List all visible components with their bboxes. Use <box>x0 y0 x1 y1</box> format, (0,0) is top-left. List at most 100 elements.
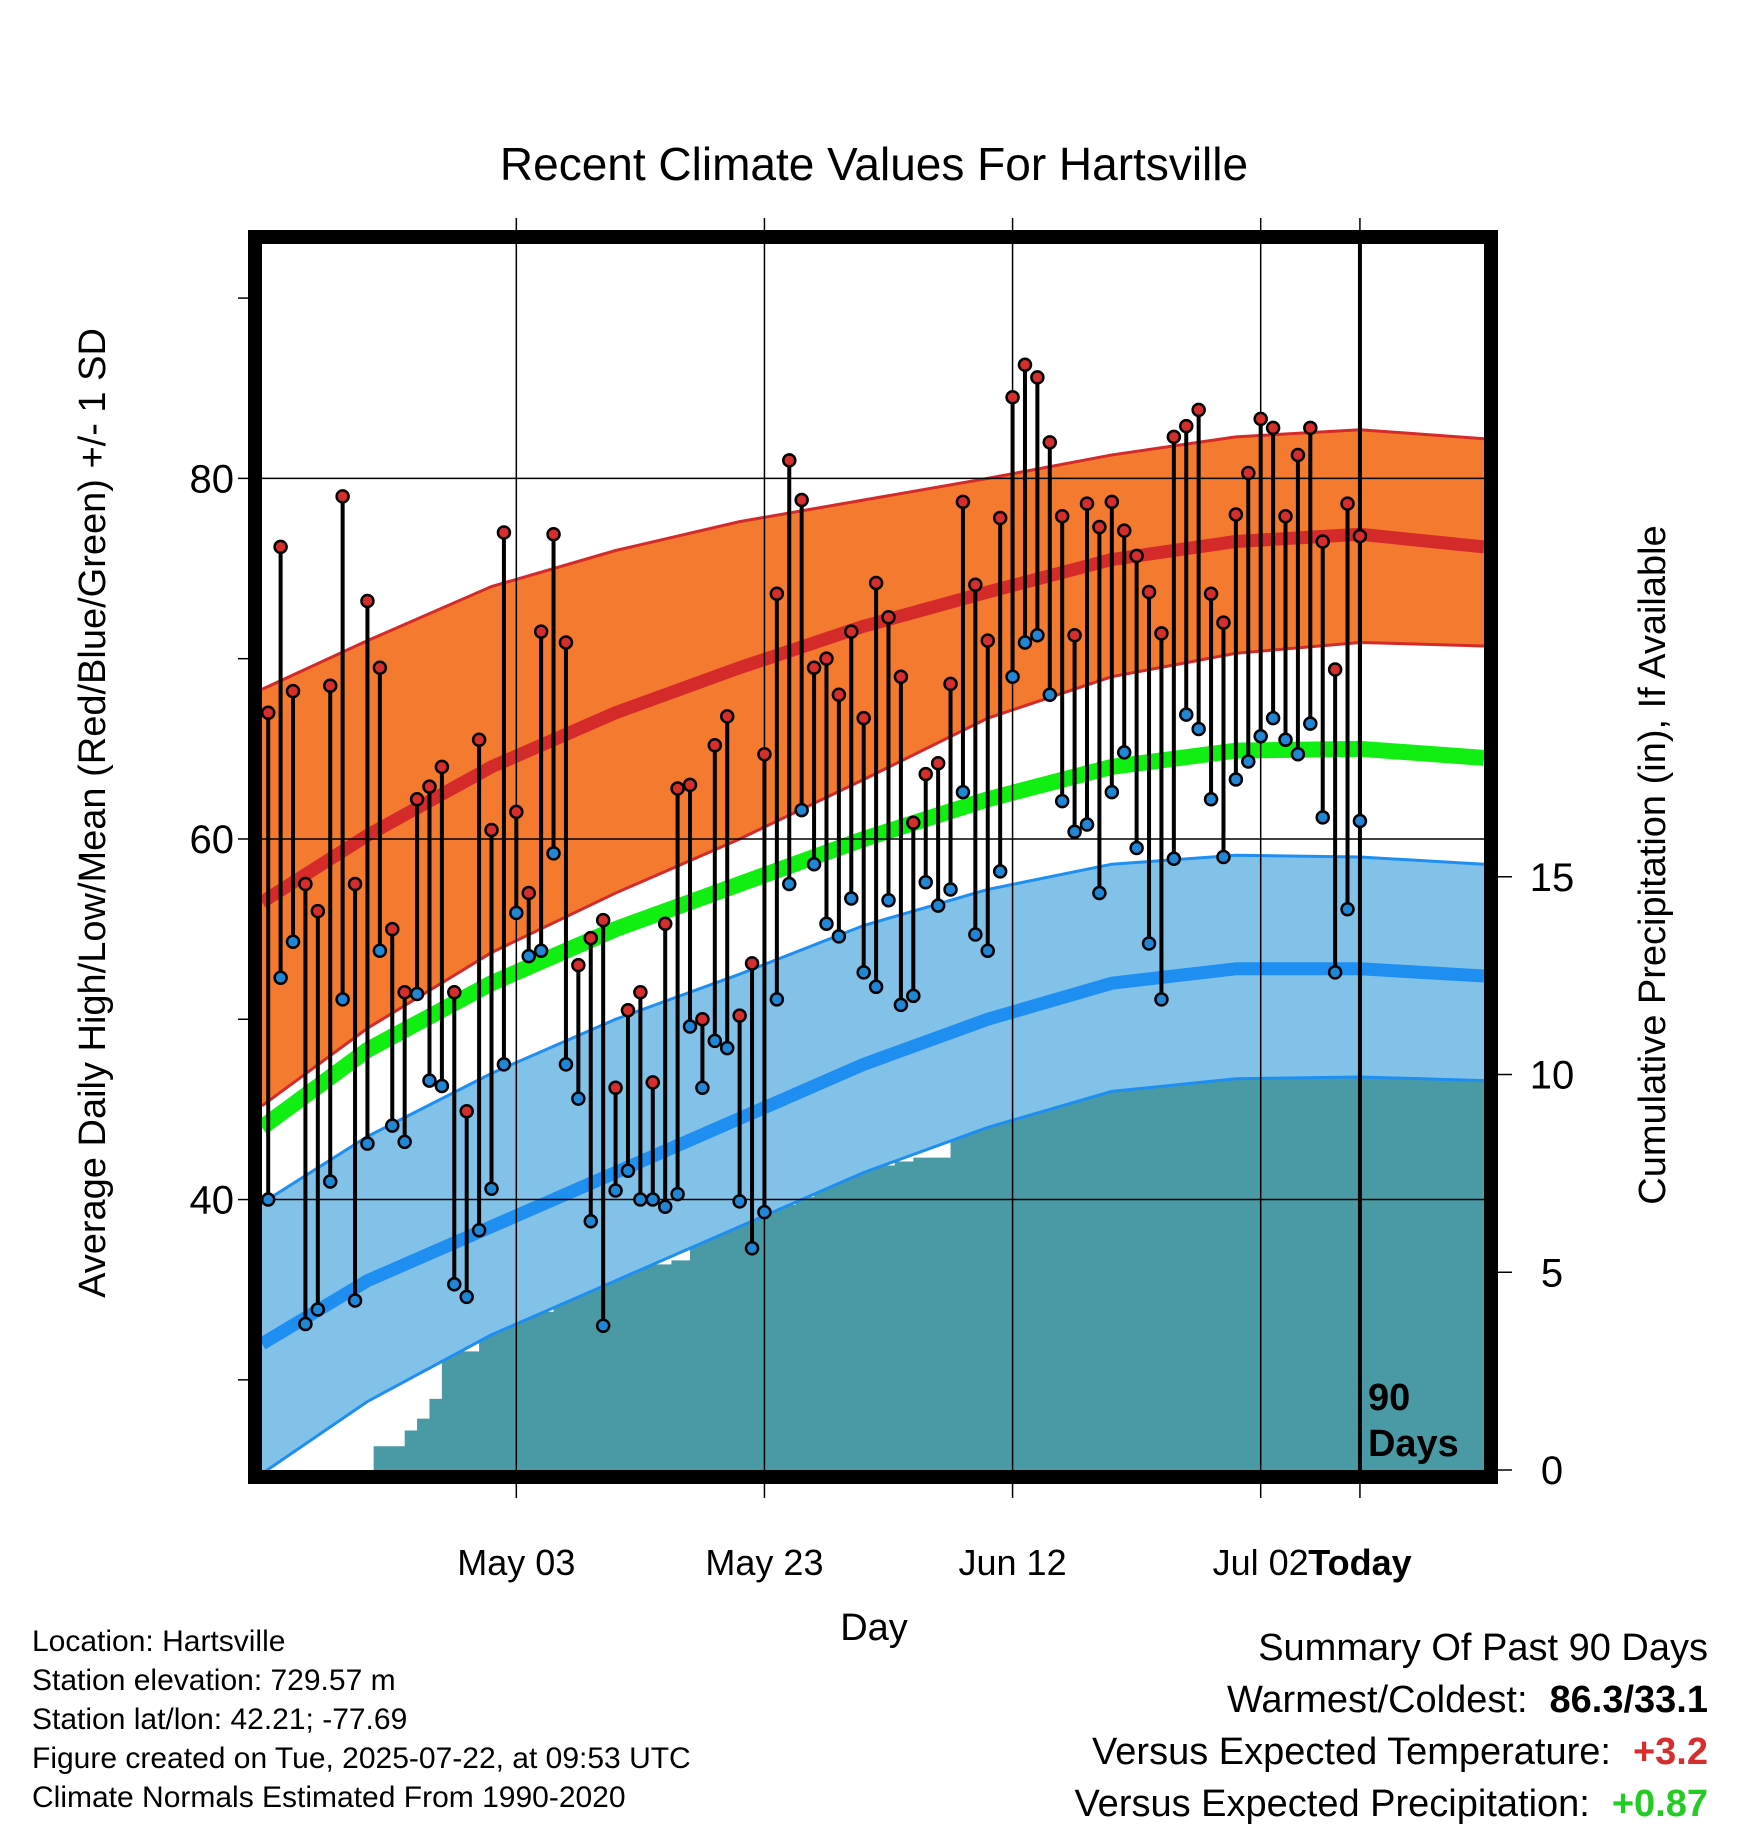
daily-high-point <box>719 709 735 724</box>
x-tick-label: Jun 12 <box>959 1542 1067 1583</box>
low-sd-band <box>262 855 1484 1470</box>
daily-low-point <box>583 1213 599 1229</box>
daily-high-point <box>893 669 909 684</box>
y2-axis-label: Cumulative Precipitation (in), If Availa… <box>1632 525 1674 1204</box>
daily-high-point <box>769 586 785 602</box>
normal-low-line <box>262 962 1484 1350</box>
x-axis-label: Day <box>840 1607 908 1649</box>
daily-low-point <box>906 988 921 1004</box>
daily-low-point <box>831 929 847 944</box>
y-tick-label: 60 <box>190 818 235 862</box>
daily-high-point <box>794 492 809 508</box>
daily-low-point <box>533 943 549 959</box>
axes: 40 60 80 0 5 10 15 May 03 May 23 Jun 12 Jul 02 Toda… <box>190 218 1575 1583</box>
daily-high-point <box>682 777 698 793</box>
y2-tick-label: 0 <box>1541 1449 1563 1493</box>
daily-high-point <box>1129 548 1144 564</box>
daily-low-point <box>459 1289 474 1305</box>
daily-low-point <box>509 905 524 921</box>
daily-low-point <box>633 1192 648 1207</box>
daily-low-point <box>471 1222 487 1238</box>
daily-high-point <box>856 710 871 726</box>
warmest-coldest-value: 86.3/33.1 <box>1549 1679 1708 1721</box>
daily-high-point <box>782 453 797 468</box>
daily-low-point <box>1154 992 1169 1007</box>
daily-high-point <box>335 489 350 504</box>
daily-low-point <box>310 1302 326 1317</box>
daily-low-point <box>608 1183 623 1198</box>
daily-low-point <box>943 882 958 897</box>
daily-high-point <box>583 930 599 946</box>
daily-low-point <box>447 1277 462 1292</box>
daily-high-point <box>968 577 983 593</box>
daily-high-point <box>980 633 996 648</box>
daily-low-point <box>1340 902 1355 917</box>
daily-high-point <box>1228 507 1244 522</box>
daily-low-point <box>1017 635 1033 650</box>
daily-low-point <box>360 1136 375 1151</box>
y2-tick-label: 10 <box>1530 1054 1575 1098</box>
today-days-label: Days <box>1368 1423 1459 1465</box>
daily-low-point <box>881 893 896 908</box>
daily-low-point <box>657 1199 673 1215</box>
daily-low-point <box>484 1181 499 1196</box>
daily-low-point <box>397 1134 412 1150</box>
daily-low-point <box>1290 746 1306 762</box>
daily-low-point <box>434 1078 450 1094</box>
y2-tick-label: 15 <box>1530 856 1575 900</box>
daily-high-point <box>1104 494 1120 510</box>
x-tick-label: Jul 02 <box>1213 1542 1309 1583</box>
daily-high-point <box>262 705 276 721</box>
daily-low-point <box>980 943 996 959</box>
daily-high-point <box>943 676 958 692</box>
daily-low-point <box>645 1192 661 1207</box>
y-axis-label: Average Daily High/Low/Mean (Red/Blue/Gr… <box>72 328 114 1298</box>
daily-low-point <box>385 1118 400 1133</box>
daily-low-point <box>893 997 909 1013</box>
daily-high-point <box>1092 519 1107 535</box>
warmest-coldest-label: Warmest/Coldest: <box>1226 1679 1528 1721</box>
daily-low-point <box>1141 936 1157 951</box>
daily-high-point <box>347 876 363 892</box>
daily-low-point <box>595 1318 611 1334</box>
precip-departure-row: Versus Expected Precipitation: +0.87 <box>1074 1778 1708 1830</box>
precip-departure-value: +0.87 <box>1611 1783 1708 1825</box>
daily-low-point <box>794 802 809 818</box>
daily-high-point <box>533 624 549 639</box>
daily-high-point <box>509 804 524 820</box>
daily-low-point <box>992 864 1008 879</box>
daily-high-point <box>1154 626 1169 641</box>
daily-high-point <box>868 575 884 591</box>
normals-text: Climate Normals Estimated From 1990-2020 <box>32 1781 626 1814</box>
location-text: Location: Hartsville <box>32 1625 286 1658</box>
daily-low-point <box>1030 627 1045 643</box>
daily-low-point <box>682 1019 698 1034</box>
daily-high-point <box>757 746 772 762</box>
daily-low-point <box>782 876 797 892</box>
daily-high-point <box>1042 435 1058 450</box>
daily-high-point <box>273 539 288 555</box>
daily-high-point <box>285 683 301 699</box>
daily-low-point <box>930 898 946 913</box>
daily-low-point <box>409 986 425 1002</box>
daily-low-point <box>620 1163 636 1178</box>
daily-high-point <box>1191 402 1206 418</box>
daily-high-point <box>906 815 921 830</box>
daily-low-point <box>1203 792 1219 807</box>
daily-low-point <box>1005 669 1020 684</box>
daily-low-point <box>955 784 971 800</box>
daily-high-point <box>1340 496 1355 511</box>
y-tick-label: 40 <box>190 1179 235 1223</box>
y2-tick-label: 5 <box>1541 1251 1563 1295</box>
daily-low-point <box>707 1033 723 1049</box>
daily-low-point <box>856 965 871 980</box>
daily-low-point <box>1116 745 1132 760</box>
daily-high-point <box>1290 447 1306 463</box>
daily-low-point <box>322 1174 338 1189</box>
daily-low-point <box>1216 849 1231 865</box>
daily-low-point <box>1104 784 1120 800</box>
daily-high-point <box>608 1080 623 1096</box>
daily-low-point <box>968 927 983 942</box>
